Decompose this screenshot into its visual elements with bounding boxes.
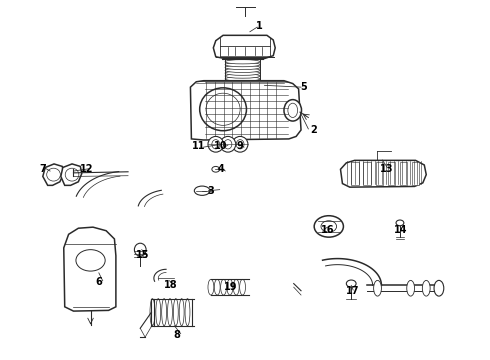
Ellipse shape — [162, 298, 167, 326]
Ellipse shape — [156, 298, 161, 326]
Text: 17: 17 — [345, 286, 359, 296]
Ellipse shape — [150, 298, 155, 326]
Ellipse shape — [206, 93, 240, 125]
Ellipse shape — [240, 279, 245, 295]
Ellipse shape — [225, 65, 260, 69]
Ellipse shape — [212, 140, 220, 149]
Text: 11: 11 — [192, 141, 205, 151]
Text: 6: 6 — [96, 277, 102, 287]
Ellipse shape — [225, 74, 260, 78]
Ellipse shape — [212, 166, 220, 172]
Ellipse shape — [225, 77, 260, 81]
Text: 15: 15 — [136, 250, 149, 260]
Ellipse shape — [47, 168, 60, 181]
Polygon shape — [364, 162, 371, 185]
Polygon shape — [375, 162, 383, 185]
Text: 13: 13 — [380, 164, 393, 174]
Ellipse shape — [346, 280, 356, 287]
Ellipse shape — [321, 221, 337, 232]
Polygon shape — [351, 162, 359, 185]
Ellipse shape — [224, 140, 232, 149]
Ellipse shape — [208, 279, 214, 295]
Polygon shape — [412, 162, 419, 185]
Ellipse shape — [225, 68, 260, 72]
Ellipse shape — [227, 279, 233, 295]
Ellipse shape — [225, 60, 260, 64]
Ellipse shape — [232, 136, 248, 152]
Ellipse shape — [288, 103, 297, 117]
Text: 2: 2 — [310, 125, 317, 135]
Polygon shape — [64, 227, 116, 311]
Ellipse shape — [407, 280, 415, 296]
Polygon shape — [43, 164, 64, 185]
Polygon shape — [341, 160, 426, 187]
Text: 10: 10 — [214, 141, 227, 151]
Ellipse shape — [134, 243, 146, 256]
Ellipse shape — [225, 71, 260, 75]
Ellipse shape — [314, 216, 343, 237]
Ellipse shape — [200, 88, 246, 131]
Ellipse shape — [65, 168, 79, 181]
Ellipse shape — [173, 298, 178, 326]
Text: 9: 9 — [237, 141, 244, 151]
Text: 12: 12 — [80, 164, 94, 174]
Text: 5: 5 — [300, 82, 307, 92]
Ellipse shape — [208, 136, 223, 152]
Text: 8: 8 — [173, 330, 180, 341]
Ellipse shape — [168, 298, 172, 326]
Ellipse shape — [195, 186, 210, 195]
Text: 18: 18 — [164, 280, 178, 291]
Polygon shape — [400, 162, 407, 185]
Text: 3: 3 — [208, 186, 214, 196]
Ellipse shape — [233, 279, 239, 295]
Ellipse shape — [185, 298, 190, 326]
Text: 4: 4 — [217, 164, 224, 174]
Text: 19: 19 — [223, 282, 237, 292]
Text: 7: 7 — [39, 164, 46, 174]
Ellipse shape — [434, 280, 444, 296]
Polygon shape — [388, 162, 395, 185]
Text: 16: 16 — [321, 225, 335, 235]
Ellipse shape — [179, 298, 184, 326]
Ellipse shape — [225, 63, 260, 67]
Ellipse shape — [284, 100, 301, 121]
Ellipse shape — [76, 249, 105, 271]
Ellipse shape — [225, 80, 260, 84]
Text: 1: 1 — [256, 21, 263, 31]
Text: 14: 14 — [394, 225, 408, 235]
Polygon shape — [61, 164, 82, 185]
Ellipse shape — [396, 220, 404, 226]
Ellipse shape — [220, 279, 226, 295]
Ellipse shape — [220, 136, 236, 152]
Polygon shape — [213, 35, 275, 59]
Ellipse shape — [422, 280, 430, 296]
Polygon shape — [191, 81, 301, 140]
Ellipse shape — [236, 140, 244, 149]
Ellipse shape — [374, 280, 381, 296]
Ellipse shape — [214, 279, 220, 295]
